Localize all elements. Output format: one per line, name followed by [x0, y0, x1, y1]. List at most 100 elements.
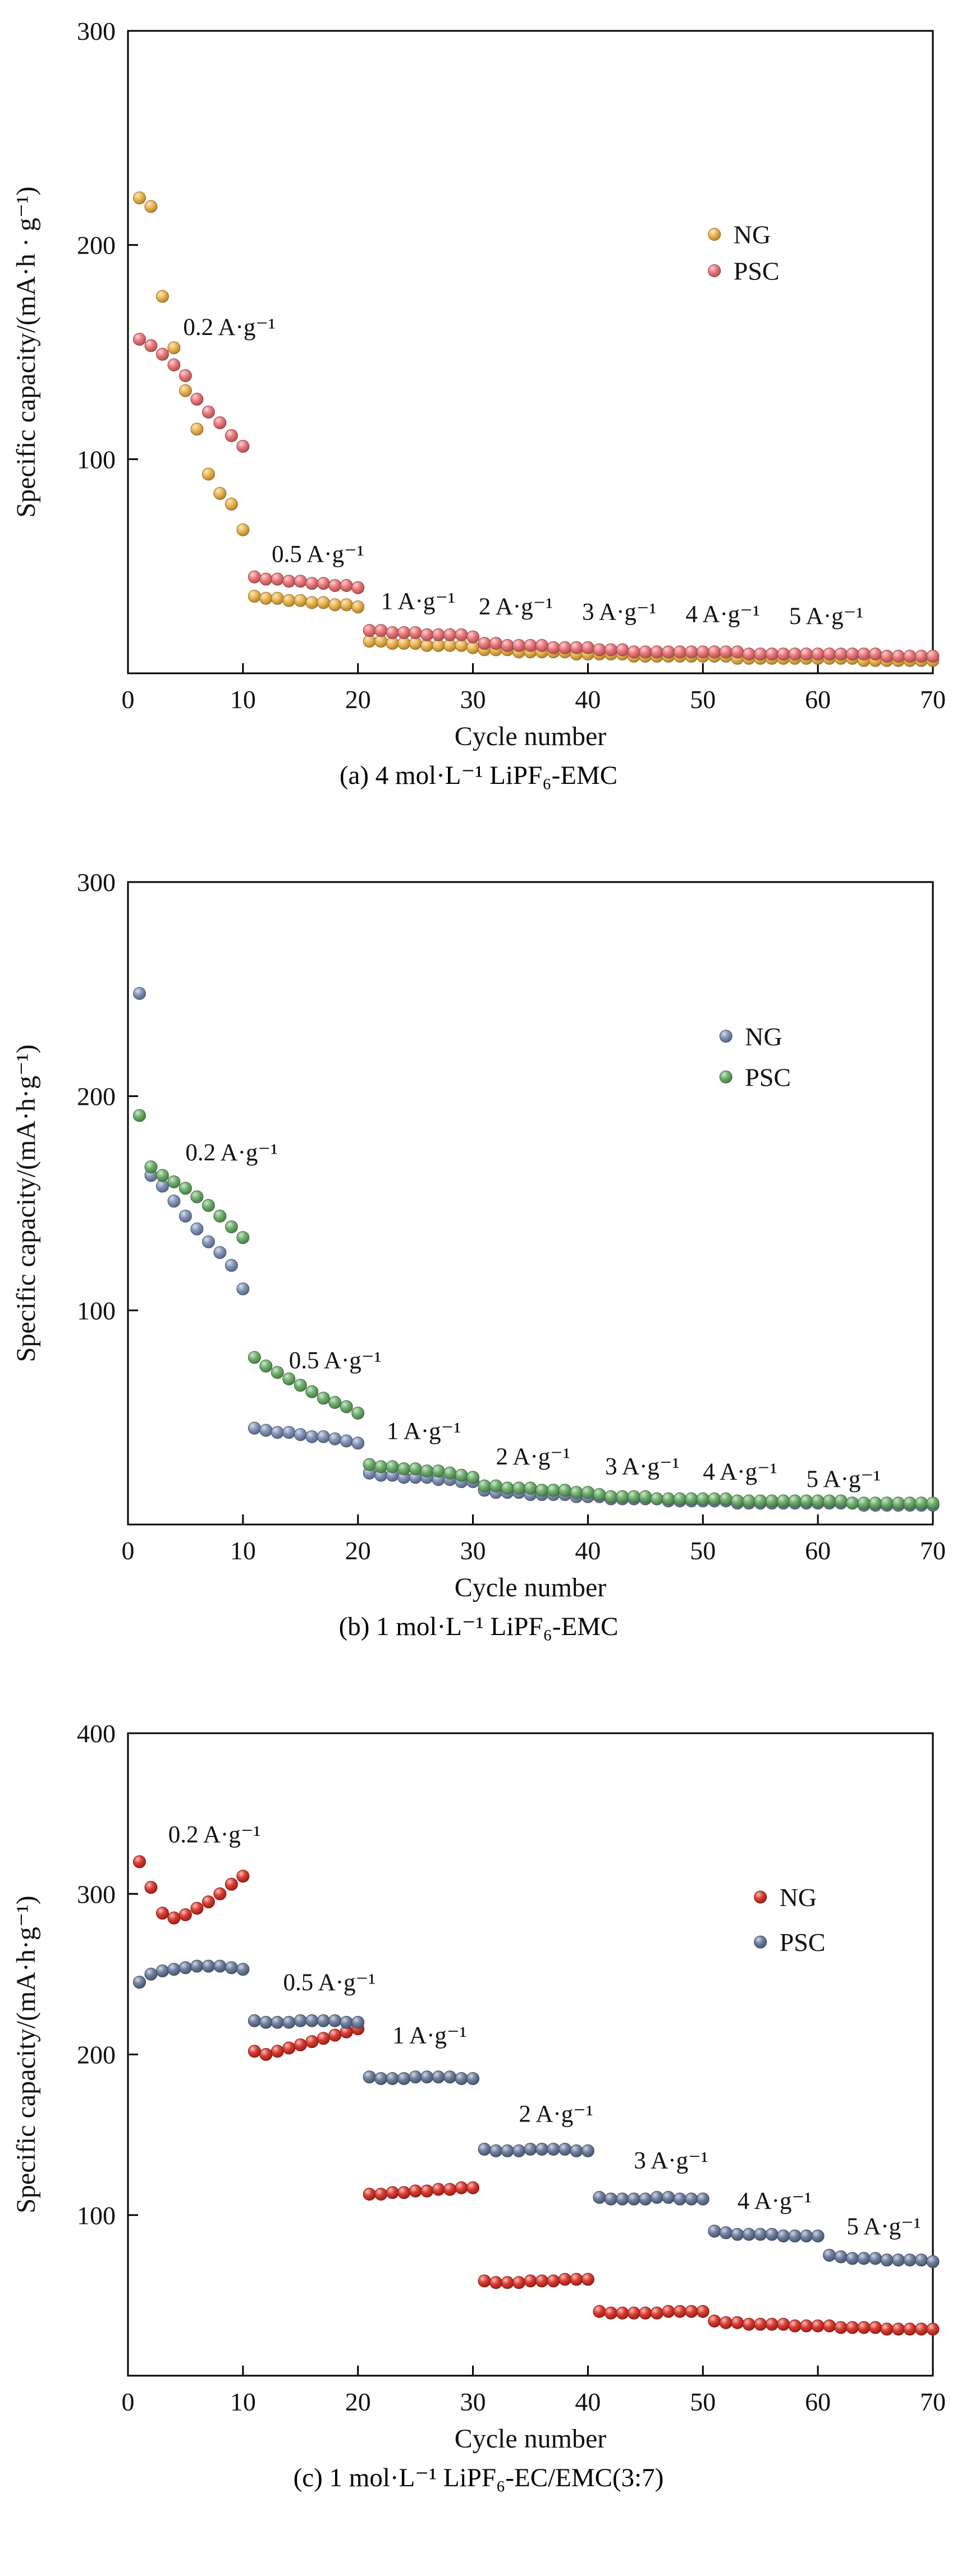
data-point-PSC — [581, 2144, 594, 2157]
data-point-PSC — [685, 1492, 698, 1505]
data-point-NG — [811, 2319, 825, 2332]
data-point-NG — [167, 341, 181, 355]
data-point-NG — [213, 1887, 227, 1900]
data-point-PSC — [915, 649, 928, 663]
data-point-PSC — [857, 648, 871, 661]
data-point-PSC — [328, 579, 342, 593]
y-tick-label: 100 — [77, 445, 116, 474]
data-point-PSC — [248, 1351, 261, 1364]
data-point-PSC — [846, 648, 859, 661]
data-point-NG — [271, 1426, 284, 1439]
data-point-PSC — [190, 392, 204, 406]
data-point-PSC — [351, 581, 365, 594]
data-point-PSC — [340, 579, 353, 593]
data-point-NG — [869, 2321, 882, 2334]
data-point-PSC — [846, 1496, 859, 1510]
x-tick-label: 0 — [122, 2387, 135, 2416]
data-point-PSC — [800, 648, 813, 661]
x-tick-label: 10 — [230, 2387, 256, 2416]
data-point-PSC — [225, 1220, 238, 1233]
data-point-PSC — [190, 1959, 204, 1973]
data-point-PSC — [167, 1963, 181, 1976]
data-point-PSC — [604, 643, 617, 656]
data-point-NG — [155, 290, 169, 303]
data-point-PSC — [673, 1492, 686, 1505]
data-point-PSC — [731, 1494, 744, 1508]
data-point-PSC — [823, 1494, 836, 1508]
x-tick-label: 60 — [805, 1536, 831, 1565]
data-point-PSC — [386, 1460, 399, 1473]
data-point-PSC — [811, 1494, 825, 1508]
data-point-NG — [489, 2276, 503, 2289]
data-point-PSC — [834, 1494, 848, 1508]
data-point-NG — [294, 594, 307, 607]
rate-annotation: 4 A·g⁻¹ — [686, 601, 760, 627]
data-point-NG — [777, 2317, 790, 2331]
data-point-PSC — [742, 1494, 755, 1508]
data-point-PSC — [409, 2070, 422, 2084]
rate-annotation: 5 A·g⁻¹ — [846, 2214, 921, 2240]
rate-annotation: 1 A·g⁻¹ — [387, 1418, 461, 1444]
x-tick-label: 20 — [345, 1536, 371, 1565]
y-tick-label: 200 — [77, 2041, 116, 2069]
data-point-NG — [236, 523, 250, 536]
data-point-PSC — [155, 347, 169, 361]
data-point-NG — [903, 2322, 917, 2336]
x-tick-label: 30 — [460, 685, 486, 714]
data-point-PSC — [167, 1175, 181, 1188]
data-point-PSC — [708, 645, 721, 659]
data-point-PSC — [466, 2072, 480, 2085]
data-point-PSC — [604, 1490, 617, 1503]
legend-marker — [754, 1935, 767, 1949]
data-point-PSC — [501, 1481, 514, 1495]
y-tick-label: 100 — [77, 2201, 116, 2230]
data-point-NG — [259, 591, 273, 605]
data-point-PSC — [144, 1967, 158, 1981]
x-tick-label: 0 — [122, 1536, 135, 1565]
data-point-PSC — [811, 648, 825, 661]
data-point-PSC — [420, 1464, 434, 1478]
data-point-PSC — [880, 1496, 894, 1510]
data-point-PSC — [455, 628, 468, 641]
data-point-PSC — [144, 339, 158, 352]
x-tick-label: 50 — [690, 685, 716, 714]
data-point-NG — [236, 1282, 250, 1296]
data-point-PSC — [696, 2192, 709, 2206]
data-point-PSC — [593, 2191, 606, 2204]
data-point-PSC — [374, 624, 388, 637]
data-point-NG — [155, 1907, 169, 1920]
data-point-PSC — [432, 2070, 445, 2084]
data-point-PSC — [535, 2142, 548, 2156]
legend-label: PSC — [780, 1928, 826, 1957]
data-point-PSC — [409, 626, 422, 639]
x-tick-label: 20 — [345, 685, 371, 714]
data-point-PSC — [811, 2229, 825, 2243]
data-point-NG — [328, 2028, 342, 2042]
data-point-PSC — [903, 2253, 917, 2267]
data-point-NG — [202, 1235, 215, 1248]
data-point-NG — [317, 2032, 330, 2045]
data-point-NG — [535, 2274, 548, 2288]
data-point-PSC — [282, 1372, 296, 1385]
data-point-PSC — [294, 1379, 307, 1392]
y-tick-label: 400 — [77, 1719, 116, 1748]
data-point-NG — [294, 2038, 307, 2051]
data-point-NG — [558, 2272, 571, 2286]
data-point-NG — [397, 2186, 411, 2200]
data-point-NG — [443, 2183, 457, 2196]
x-tick-label: 10 — [230, 685, 256, 714]
data-point-NG — [305, 596, 319, 609]
data-point-PSC — [432, 628, 445, 641]
data-point-NG — [248, 2045, 261, 2058]
data-point-NG — [259, 1424, 273, 1437]
data-point-PSC — [570, 2144, 583, 2157]
data-point-NG — [132, 986, 146, 1000]
data-point-NG — [374, 2188, 388, 2201]
data-point-NG — [132, 191, 146, 205]
data-point-PSC — [432, 1464, 445, 1478]
data-point-NG — [167, 1195, 181, 1208]
data-point-PSC — [570, 1486, 583, 1499]
data-point-NG — [178, 1209, 192, 1223]
data-point-PSC — [374, 1460, 388, 1473]
x-axis-title: Cycle number — [455, 722, 607, 751]
